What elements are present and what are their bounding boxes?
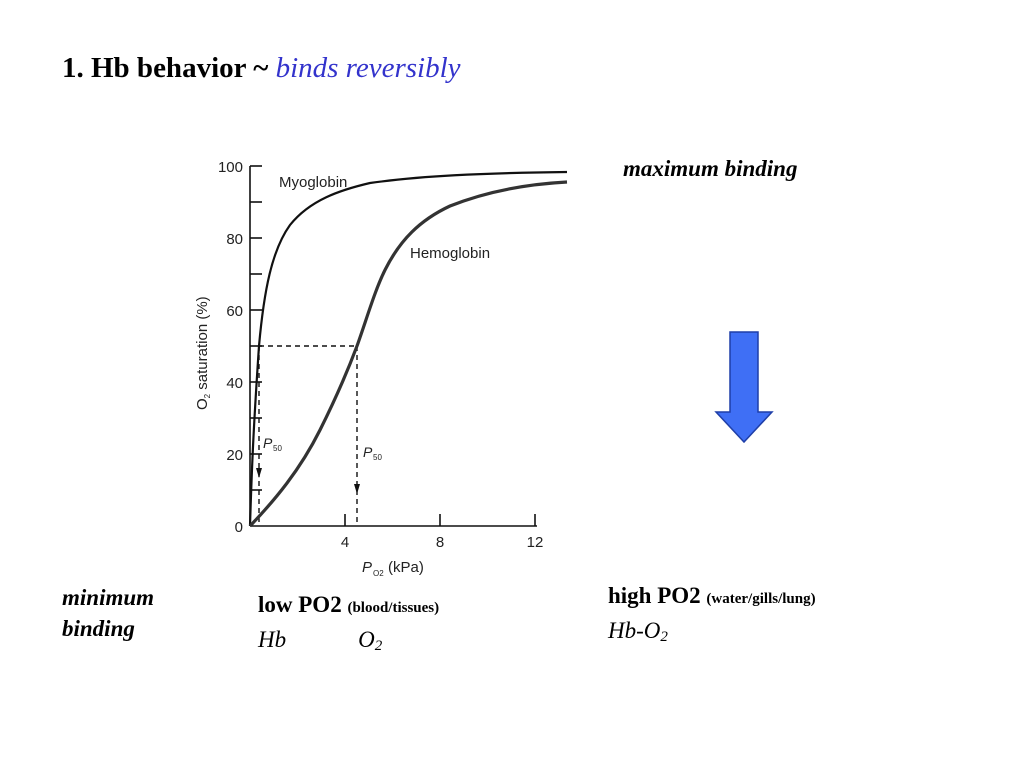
low-po2-block: low PO2 (blood/tissues) Hb O2	[258, 589, 439, 662]
y-tick-0: 0	[235, 519, 243, 536]
title-subtitle: binds reversibly	[275, 52, 461, 84]
y-tick-80: 80	[226, 231, 243, 248]
low-po2-heading: low PO2 (blood/tissues)	[258, 592, 440, 617]
p50-guides	[258, 345, 358, 526]
high-po2-block: high PO2 (water/gills/lung) Hb-O2	[608, 580, 816, 653]
p50-label-hemoglobin: P 50	[363, 444, 382, 462]
hemoglobin-curve	[248, 180, 568, 528]
svg-text:P: P	[363, 444, 373, 460]
y-tick-60: 60	[226, 303, 243, 320]
y-axis-label: O2 saturation (%)	[194, 296, 212, 410]
svg-text:O2 saturation (%): O2 saturation (%)	[194, 296, 212, 410]
minimum-binding-line2: binding	[62, 616, 135, 641]
high-po2-note: (water/gills/lung)	[706, 591, 816, 607]
slide-title: 1. Hb behavior ~ binds reversibly	[62, 52, 461, 85]
maximum-binding-label: maximum binding	[623, 156, 798, 181]
down-arrow-icon	[714, 330, 774, 444]
x-tick-4: 4	[341, 534, 349, 551]
x-tick-8: 8	[436, 534, 444, 551]
x-tick-12: 12	[527, 534, 544, 551]
svg-text:P: P	[362, 559, 372, 576]
arrowhead-icon	[354, 484, 360, 494]
myoglobin-curve	[248, 170, 568, 527]
svg-text:P: P	[263, 435, 273, 451]
y-tick-40: 40	[226, 375, 243, 392]
y-tick-20: 20	[226, 447, 243, 464]
x-axis-label: P O2 (kPa)	[362, 559, 424, 578]
low-po2-species: Hb O2	[258, 627, 383, 654]
svg-text:O2: O2	[373, 569, 384, 578]
svg-text:50: 50	[373, 453, 382, 462]
myoglobin-label: Myoglobin	[279, 174, 347, 191]
svg-text:50: 50	[273, 444, 282, 453]
p50-arrowheads	[256, 468, 360, 494]
minimum-binding-label: minimum binding	[62, 582, 154, 644]
y-tick-100: 100	[218, 159, 243, 176]
oxygen-dissociation-chart: 100 80 60 40 20 0 4 8 12 P O2 (kPa) O2 s…	[180, 140, 600, 590]
y-tick-labels: 100 80 60 40 20 0	[218, 159, 243, 536]
hemoglobin-label: Hemoglobin	[410, 245, 490, 262]
svg-text:(kPa): (kPa)	[388, 559, 424, 576]
x-tick-labels: 4 8 12	[341, 534, 544, 551]
low-po2-note: (blood/tissues)	[347, 600, 440, 616]
arrowhead-icon	[256, 468, 262, 478]
high-po2-heading: high PO2 (water/gills/lung)	[608, 583, 816, 608]
high-po2-species: Hb-O2	[608, 618, 668, 645]
p50-label-myoglobin: P 50	[263, 435, 282, 453]
minimum-binding-line1: minimum	[62, 585, 155, 610]
title-main: Hb behavior ~	[91, 52, 269, 84]
title-number: 1.	[62, 52, 84, 84]
